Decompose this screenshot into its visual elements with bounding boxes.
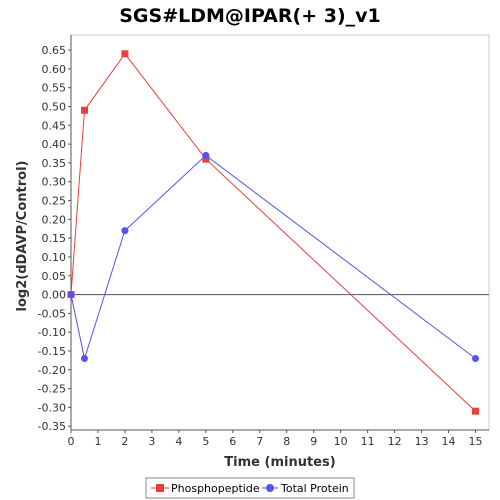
data-point-phosphopeptide	[80, 106, 88, 114]
x-tick-label: 8	[283, 435, 290, 448]
x-tick-label: 5	[202, 435, 209, 448]
data-point-phosphopeptide	[121, 50, 129, 58]
y-tick-label: 0.05	[42, 270, 67, 283]
legend-label-total-protein: Total Protein	[280, 482, 349, 495]
y-tick-label: 0.25	[42, 195, 67, 208]
x-tick-label: 13	[415, 435, 429, 448]
data-point-phosphopeptide	[202, 155, 210, 163]
data-point-total-protein	[121, 227, 129, 235]
series-layer	[67, 50, 480, 415]
y-tick-label: -0.05	[38, 307, 66, 320]
data-point-phosphopeptide	[472, 407, 480, 415]
legend-box	[145, 477, 355, 499]
y-tick-label: 0.40	[42, 138, 67, 151]
y-tick-label: 0.20	[42, 213, 67, 226]
x-tick-label: 9	[310, 435, 317, 448]
x-tick-label: 1	[94, 435, 101, 448]
y-tick-label: 0.00	[42, 289, 67, 302]
data-point-total-protein	[472, 355, 480, 363]
y-tick-label: -0.35	[38, 420, 66, 433]
x-tick-label: 11	[361, 435, 375, 448]
y-tick-label: 0.50	[42, 100, 67, 113]
x-tick-label: 12	[388, 435, 402, 448]
y-tick-label: -0.30	[38, 401, 66, 414]
y-axis-label: log2(dDAVP/Control)	[15, 161, 30, 312]
x-tick-label: 2	[121, 435, 128, 448]
x-axis-label: Time (minutes)	[224, 455, 335, 470]
x-tick-label: 14	[442, 435, 456, 448]
legend: Phosphopeptide Total Protein	[145, 477, 355, 499]
x-tick-label: 10	[334, 435, 348, 448]
y-tick-label: 0.55	[42, 82, 67, 95]
y-tick-label: -0.20	[38, 364, 66, 377]
legend-marker-phosphopeptide	[156, 484, 164, 492]
data-point-total-protein	[80, 355, 88, 363]
y-tick-label: 0.60	[42, 63, 67, 76]
x-tick-label: 3	[148, 435, 155, 448]
data-point-total-protein	[67, 291, 75, 299]
y-tick-label: 0.35	[42, 157, 67, 170]
y-tick-label: 0.30	[42, 176, 67, 189]
y-tick-label: 0.15	[42, 232, 67, 245]
x-tick-label: 0	[68, 435, 75, 448]
x-tick-label: 6	[229, 435, 236, 448]
data-point-total-protein	[202, 151, 210, 159]
y-tick-label: -0.15	[38, 345, 66, 358]
legend-marker-total-protein	[266, 484, 274, 492]
y-axis: -0.35 -0.30 -0.25 -0.20 -0.15 -0.10 -0.05 0.00 0…	[38, 35, 72, 433]
x-tick-label: 4	[175, 435, 182, 448]
y-tick-label: -0.25	[38, 383, 66, 396]
y-tick-label: 0.65	[42, 44, 67, 57]
x-tick-label: 7	[256, 435, 263, 448]
x-axis: 0 1 2 3 4 5 6 7 8 9 10 11 12 13 14 15	[68, 429, 489, 448]
y-tick-label: -0.10	[38, 326, 66, 339]
chart-title: SGS#LDM@IPAR(+ 3)_v1	[119, 5, 380, 27]
y-tick-label: 0.45	[42, 119, 67, 132]
legend-label-phosphopeptide: Phosphopeptide	[171, 482, 260, 495]
y-tick-label: 0.10	[42, 251, 67, 264]
x-tick-label: 15	[469, 435, 483, 448]
